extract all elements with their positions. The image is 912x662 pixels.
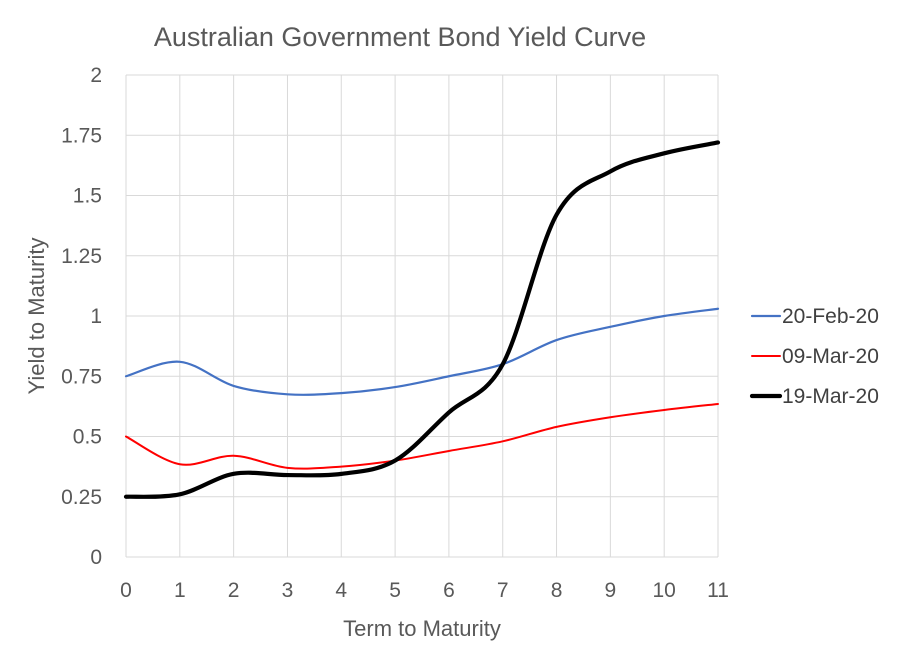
- y-tick-label: 0.5: [73, 426, 102, 449]
- x-tick-label: 8: [551, 579, 563, 602]
- x-axis: 0 1 2 3 4 5 6 7 8 9 10 11: [120, 579, 729, 602]
- series-line-2: [123, 140, 721, 499]
- y-axis-title: Yield to Maturity: [24, 238, 49, 395]
- x-tick-label: 9: [605, 579, 617, 602]
- grid: [125, 74, 719, 558]
- series-line-0: [124, 307, 720, 396]
- y-tick-label: 1.5: [73, 185, 102, 208]
- x-tick-label: 11: [707, 579, 729, 602]
- y-tick-label: 1: [90, 305, 102, 328]
- legend-label-1: 09-Mar-20: [782, 345, 879, 368]
- x-tick-label: 7: [497, 579, 509, 602]
- x-axis-title: Term to Maturity: [343, 616, 501, 641]
- series-lines: [123, 140, 721, 499]
- y-tick-label: 1.75: [61, 124, 102, 147]
- legend-label-2: 19-Mar-20: [782, 385, 879, 408]
- x-tick-label: 1: [174, 579, 186, 602]
- x-tick-label: 5: [389, 579, 401, 602]
- x-tick-label: 6: [443, 579, 455, 602]
- chart-title: Australian Government Bond Yield Curve: [154, 22, 646, 52]
- y-tick-label: 0.75: [61, 365, 102, 388]
- y-tick-label: 1.25: [61, 245, 102, 268]
- x-tick-label: 2: [228, 579, 240, 602]
- y-tick-label: 0.25: [61, 486, 102, 509]
- x-tick-label: 3: [282, 579, 294, 602]
- y-tick-label: 0: [90, 546, 102, 569]
- legend: 20-Feb-20 09-Mar-20 19-Mar-20: [749, 305, 879, 408]
- x-tick-label: 0: [120, 579, 132, 602]
- y-tick-label: 2: [90, 64, 102, 87]
- legend-label-0: 20-Feb-20: [782, 305, 879, 328]
- series-line-1: [125, 402, 719, 470]
- x-tick-label: 4: [335, 579, 347, 602]
- y-axis: 0 0.25 0.5 0.75 1 1.25 1.5 1.75 2: [61, 64, 102, 569]
- x-tick-label: 10: [653, 579, 676, 602]
